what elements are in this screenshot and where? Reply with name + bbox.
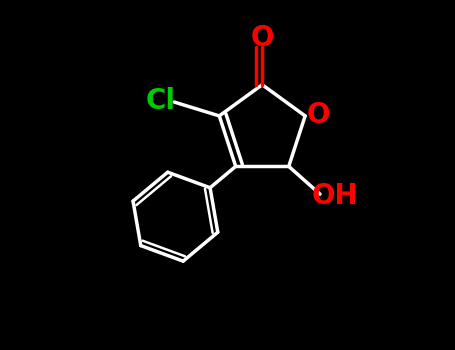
Text: O: O: [250, 24, 274, 52]
Text: Cl: Cl: [146, 87, 176, 115]
Text: O: O: [307, 101, 330, 129]
Text: OH: OH: [311, 182, 358, 210]
